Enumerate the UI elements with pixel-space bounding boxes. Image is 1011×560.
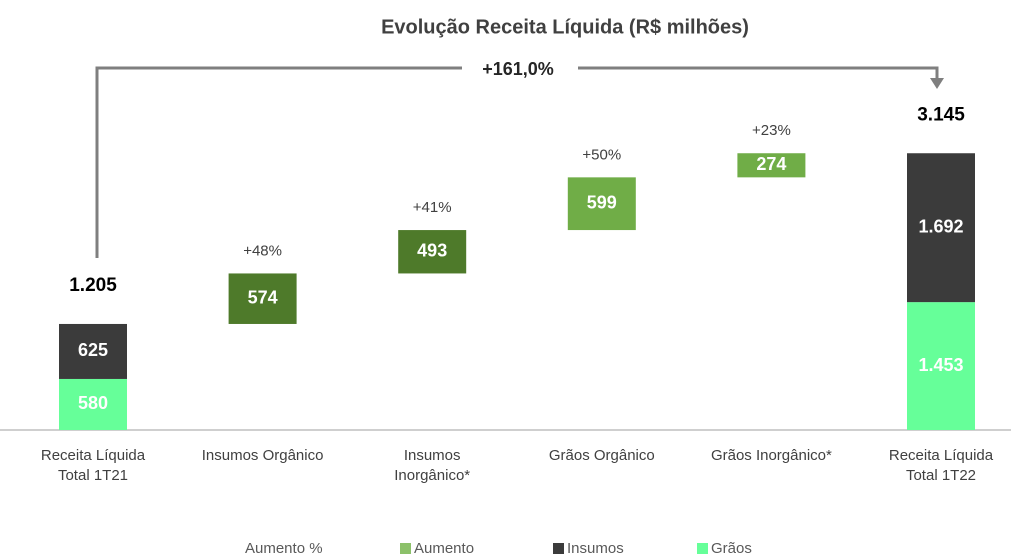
legend-swatch <box>400 543 411 554</box>
data-label: 580 <box>78 393 108 413</box>
x-tick-label: Receita Líquida Total 1T21 <box>40 447 146 484</box>
bar-aumento <box>228 273 297 324</box>
data-label: 625 <box>78 340 108 360</box>
bracket-right <box>578 66 939 80</box>
legend-swatch <box>697 543 708 554</box>
data-label: 274 <box>756 154 786 174</box>
total-label: 3.145 <box>917 104 965 125</box>
bar-graos <box>59 378 127 430</box>
pct-label: +48% <box>243 242 282 259</box>
bar-insumos <box>59 323 127 379</box>
bracket-arrow <box>930 78 944 89</box>
data-label: 1.692 <box>918 216 963 236</box>
pct-label: +50% <box>582 146 621 163</box>
x-tick-label: Grãos Orgânico <box>548 447 655 464</box>
legend-label: Grãos <box>711 540 752 557</box>
x-tick-label: Grãos Inorgânico* <box>710 447 832 464</box>
data-label: 574 <box>248 287 278 307</box>
data-label: 493 <box>417 241 447 261</box>
pct-label: +23% <box>752 122 791 139</box>
bracket-left <box>95 66 462 258</box>
bar-graos <box>907 302 975 430</box>
bar-aumento <box>567 177 636 231</box>
x-tick-label: Receita Líquida Total 1T22 <box>888 447 994 484</box>
bar-aumento <box>737 153 806 178</box>
bar-aumento <box>398 230 467 274</box>
total-label: 1.205 <box>69 275 117 296</box>
legend-swatch <box>553 543 564 554</box>
annotation: +161,0% <box>482 59 554 79</box>
chart-title: Evolução Receita Líquida (R$ milhões) <box>381 16 749 38</box>
data-label: 599 <box>587 192 617 212</box>
bar-insumos <box>907 153 975 303</box>
x-tick-label: Insumos Inorgânico* <box>394 447 471 484</box>
x-tick-label: Insumos Orgânico <box>201 447 324 464</box>
pct-label: +41% <box>413 199 452 216</box>
legend-label: Insumos <box>567 540 624 557</box>
data-label: 1.453 <box>918 355 963 375</box>
legend-label: Aumento <box>414 540 474 557</box>
legend-label: Aumento % <box>245 540 323 557</box>
